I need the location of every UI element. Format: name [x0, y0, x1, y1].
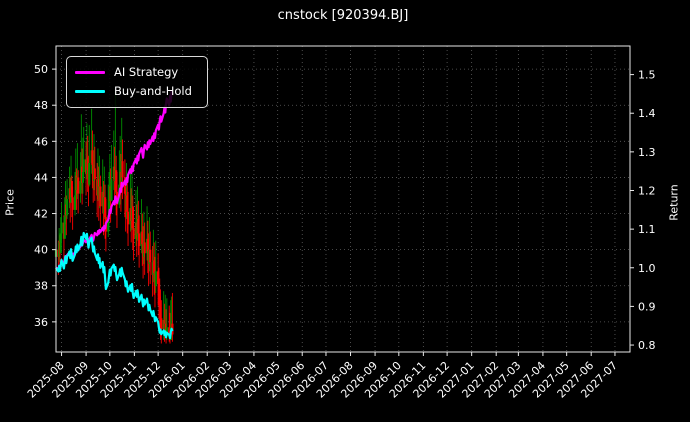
svg-text:1.1: 1.1 [638, 223, 656, 236]
legend-item-buy-and-hold: Buy-and-Hold [75, 82, 199, 101]
svg-text:44: 44 [34, 171, 48, 184]
legend-label-buy-and-hold: Buy-and-Hold [114, 83, 192, 98]
svg-text:0.9: 0.9 [638, 300, 656, 313]
legend-label-ai-strategy: AI Strategy [114, 64, 179, 79]
legend-item-ai-strategy: AI Strategy [75, 63, 199, 82]
legend: AI Strategy Buy-and-Hold [66, 56, 208, 108]
svg-text:46: 46 [34, 135, 48, 148]
svg-text:48: 48 [34, 99, 48, 112]
chart-title: cnstock [920394.BJ] [277, 8, 409, 23]
ai-strategy-line-swatch [75, 71, 105, 74]
svg-text:42: 42 [34, 208, 48, 221]
price-axis-label: Price [3, 189, 17, 216]
svg-text:50: 50 [34, 63, 48, 76]
buy-and-hold-line-swatch [75, 90, 105, 93]
return-axis-label: Return [667, 184, 681, 221]
svg-text:1.0: 1.0 [638, 262, 656, 275]
svg-text:38: 38 [34, 280, 48, 293]
svg-text:1.2: 1.2 [638, 185, 656, 198]
svg-text:1.5: 1.5 [638, 69, 656, 82]
svg-text:0.8: 0.8 [638, 339, 656, 352]
svg-text:1.3: 1.3 [638, 146, 656, 159]
svg-text:36: 36 [34, 316, 48, 329]
svg-text:1.4: 1.4 [638, 107, 656, 120]
svg-text:40: 40 [34, 244, 48, 257]
